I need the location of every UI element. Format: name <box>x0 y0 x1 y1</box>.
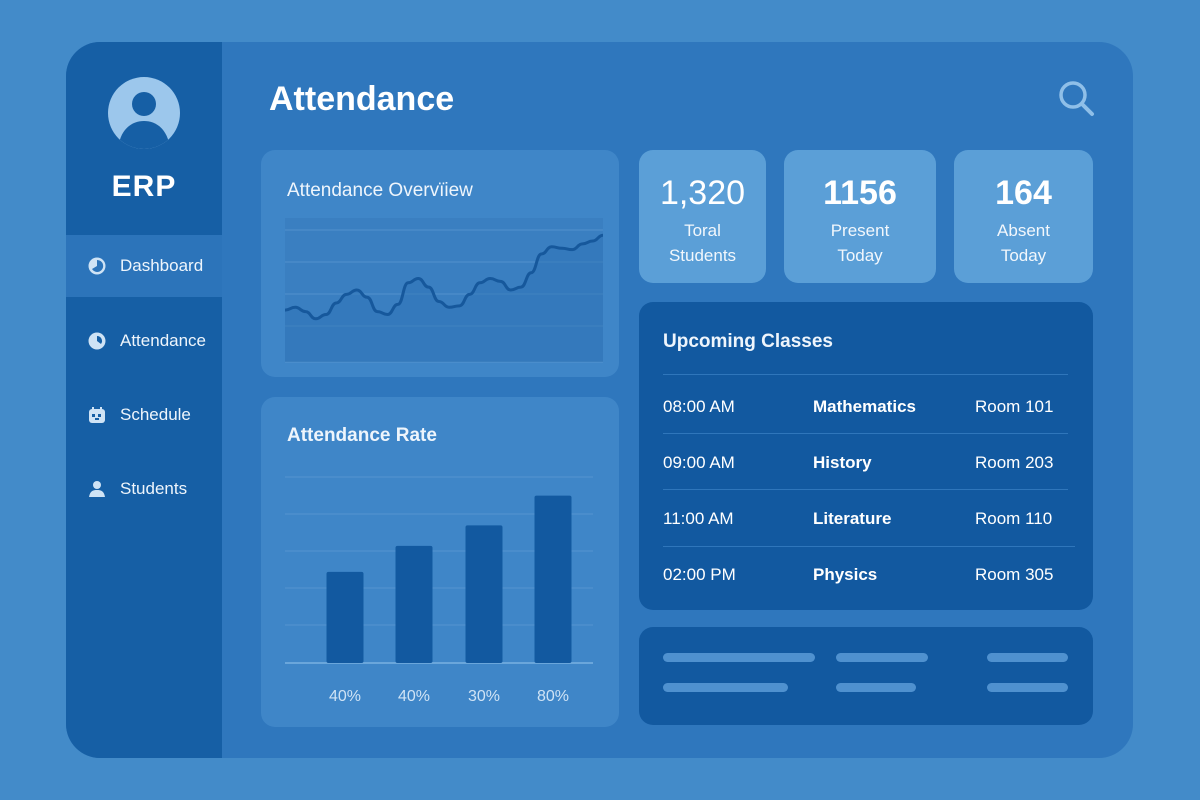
skeleton-bar <box>663 653 815 662</box>
sidebar-item-dashboard[interactable]: Dashboard <box>66 235 222 297</box>
class-subject: Literature <box>813 509 892 528</box>
divider <box>663 374 1068 375</box>
skeleton-bar <box>836 653 928 662</box>
stat-card-present-today: 1156 Present Today <box>784 150 936 283</box>
attendance-icon <box>87 331 107 351</box>
bar <box>534 495 572 663</box>
overview-area <box>285 235 603 362</box>
students-icon <box>87 479 107 499</box>
stat-value: 1,320 <box>659 174 746 212</box>
upcoming-classes-card: Upcoming Classes 08:00 AM Mathematics Ro… <box>639 302 1093 610</box>
bar-label: 40% <box>329 688 361 705</box>
skeleton-bar <box>663 683 788 692</box>
sidebar-item-label: Schedule <box>120 405 191 424</box>
skeleton-bar <box>836 683 916 692</box>
class-row[interactable]: 11:00 AM Literature Room 110 <box>663 491 1075 547</box>
bar-label: 80% <box>537 688 569 705</box>
app-window: ERP Dashboard Attendance Schedule Studen… <box>66 42 1133 758</box>
bar-label: 30% <box>468 688 500 705</box>
class-room: Room 110 <box>975 509 1053 528</box>
divider <box>663 433 1068 434</box>
class-subject: Physics <box>813 565 878 584</box>
overview-line <box>284 233 604 321</box>
class-row[interactable]: 02:00 PM Physics Room 305 <box>663 547 1075 603</box>
search-icon <box>1059 81 1094 116</box>
stat-label: Toral <box>684 221 721 240</box>
page-title: Attendance <box>269 80 455 118</box>
dashboard-icon <box>87 256 107 276</box>
sidebar: ERP Dashboard Attendance Schedule Studen… <box>66 42 222 758</box>
class-time: 02:00 PM <box>663 565 736 584</box>
stat-label: Today <box>1000 246 1047 265</box>
stat-label: Today <box>837 246 883 265</box>
user-icon <box>118 92 170 149</box>
class-time: 08:00 AM <box>663 397 735 416</box>
stat-label: Present <box>830 221 890 240</box>
class-room: Room 203 <box>975 453 1054 472</box>
class-time: 11:00 AM <box>663 509 734 528</box>
brand-logo: ERP <box>111 170 177 203</box>
sidebar-item-label: Students <box>120 479 188 498</box>
skeleton-bar <box>987 653 1068 662</box>
sidebar-item-label: Attendance <box>120 331 207 350</box>
search-button[interactable] <box>1056 78 1096 118</box>
stat-value: 164 <box>995 174 1052 212</box>
class-row[interactable]: 09:00 AM History Room 203 <box>663 435 1075 491</box>
upcoming-classes-title: Upcoming Classes <box>663 331 833 352</box>
class-row[interactable]: 08:00 AM Mathematics Room 101 <box>663 379 1075 435</box>
class-time: 09:00 AM <box>663 453 735 472</box>
bar <box>326 571 364 663</box>
schedule-icon <box>87 405 107 425</box>
rate-title: Attendance Rate <box>287 425 437 446</box>
divider <box>663 546 1075 547</box>
class-room: Room 101 <box>975 397 1054 416</box>
sidebar-item-schedule[interactable]: Schedule <box>66 384 222 446</box>
class-subject: History <box>813 453 872 472</box>
sidebar-item-attendance[interactable]: Attendance <box>66 310 222 372</box>
avatar[interactable] <box>108 77 180 149</box>
overview-line-chart <box>284 218 604 363</box>
stat-card-total-students: 1,320 Toral Students <box>639 150 766 283</box>
rate-bar-chart: 40% 40% 30% 80% <box>285 476 593 705</box>
attendance-rate-card: Attendance Rate 40% 40% 30% 80% <box>261 397 619 727</box>
bar <box>395 545 433 663</box>
stat-value: 1156 <box>823 174 897 212</box>
stat-card-absent-today: 164 Absent Today <box>954 150 1093 283</box>
attendance-overview-card: Attendance Overvїiew <box>261 150 619 377</box>
class-room: Room 305 <box>975 565 1054 584</box>
bar <box>465 525 503 663</box>
sidebar-item-students[interactable]: Students <box>66 458 222 520</box>
bar-label: 40% <box>398 688 430 705</box>
class-subject: Mathematics <box>813 397 916 416</box>
stat-label: Students <box>668 246 737 265</box>
stat-label: Absent <box>997 221 1050 240</box>
placeholder-card <box>639 627 1093 725</box>
sidebar-item-label: Dashboard <box>120 256 204 275</box>
skeleton-bar <box>987 683 1068 692</box>
overview-title: Attendance Overvїiew <box>287 180 473 201</box>
divider <box>663 489 1068 490</box>
